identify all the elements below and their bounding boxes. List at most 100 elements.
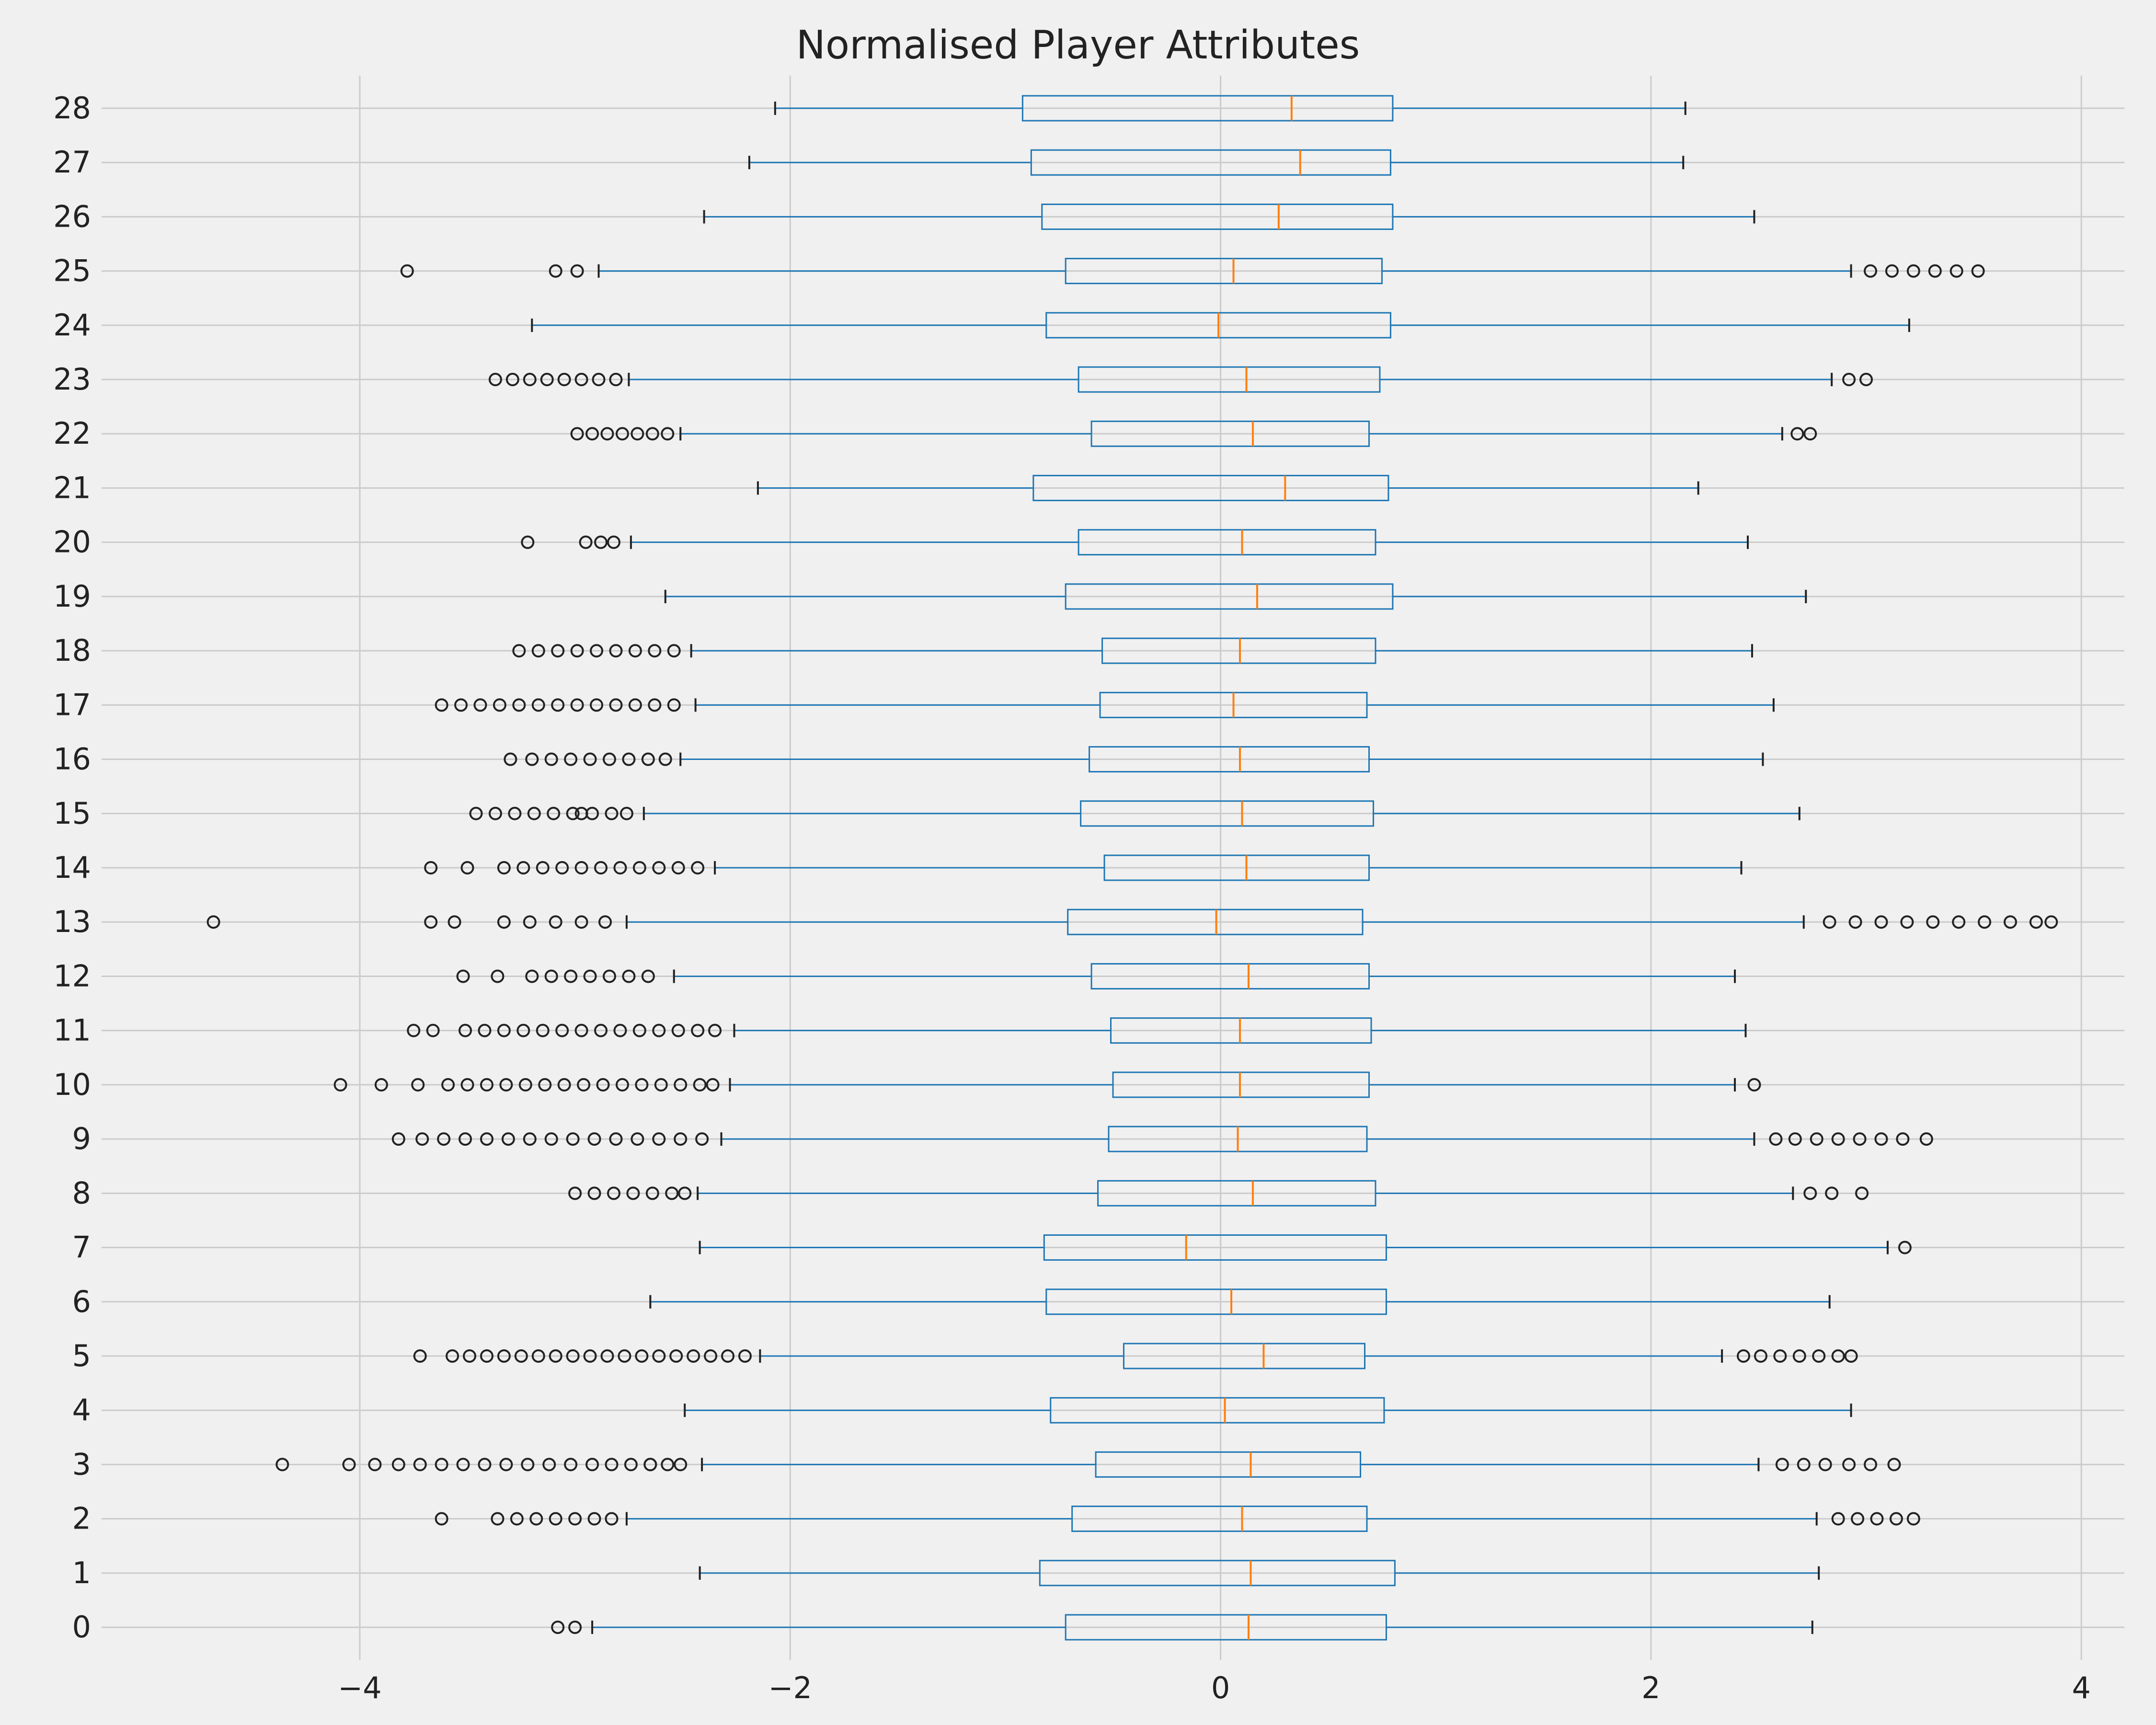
outlier-point — [641, 752, 655, 766]
box-2 — [435, 1506, 1920, 1532]
outlier-point — [531, 1349, 545, 1363]
outlier-point — [342, 1458, 356, 1472]
y-tick-label: 7 — [72, 1230, 91, 1265]
outlier-point — [441, 1078, 455, 1092]
box-iqr — [1090, 420, 1370, 447]
box-iqr — [1045, 1288, 1387, 1315]
outlier-point — [497, 1024, 511, 1037]
box-iqr — [1112, 1071, 1370, 1098]
outlier-point — [538, 1078, 552, 1092]
outlier-point — [1792, 1349, 1806, 1363]
outlier-point — [587, 1132, 601, 1146]
outlier-point — [587, 1512, 601, 1526]
outlier-point — [1848, 915, 1862, 929]
outlier-point — [590, 644, 604, 658]
outlier-point — [544, 1132, 558, 1146]
outlier-point — [605, 806, 619, 820]
outlier-point — [1803, 1186, 1817, 1200]
box-7 — [699, 1234, 1912, 1261]
outlier-point — [1887, 1458, 1901, 1472]
outlier-point — [628, 644, 642, 658]
outlier-point — [1926, 915, 1940, 929]
outlier-point — [643, 1458, 657, 1472]
outlier-point — [456, 969, 470, 983]
outlier-point — [435, 1512, 448, 1526]
outlier-point — [661, 427, 675, 441]
outlier-point — [618, 1349, 631, 1363]
outlier-point — [1823, 915, 1836, 929]
outlier-point — [613, 1024, 627, 1037]
outlier-point — [469, 806, 483, 820]
box-20 — [521, 529, 1749, 556]
outlier-point — [570, 698, 584, 712]
outlier-point — [480, 1078, 493, 1092]
outlier-point — [609, 698, 623, 712]
x-tick-label: −2 — [768, 1670, 812, 1705]
outlier-point — [514, 1349, 528, 1363]
y-tick-label: 21 — [53, 470, 91, 505]
outlier-point — [463, 1349, 477, 1363]
outlier-point — [1896, 1132, 1910, 1146]
outlier-point — [478, 1458, 492, 1472]
outlier-point — [687, 1349, 700, 1363]
box-24 — [531, 312, 1910, 339]
outlier-point — [693, 1078, 707, 1092]
outlier-point — [1874, 915, 1888, 929]
outlier-point — [480, 1349, 493, 1363]
y-tick-label: 8 — [72, 1175, 91, 1210]
y-tick-label: 3 — [72, 1447, 91, 1482]
box-iqr — [1050, 1397, 1385, 1424]
box-3 — [275, 1451, 1901, 1478]
box-14 — [424, 854, 1743, 881]
box-iqr — [1021, 95, 1394, 122]
outlier-point — [598, 915, 612, 929]
box-9 — [391, 1126, 1933, 1152]
y-tick-label: 6 — [72, 1284, 91, 1319]
outlier-point — [1842, 1458, 1856, 1472]
outlier-point — [624, 1458, 638, 1472]
outlier-point — [652, 1349, 666, 1363]
outlier-point — [531, 698, 545, 712]
outlier-point — [497, 861, 511, 874]
outlier-point — [605, 1512, 619, 1526]
outlier-point — [525, 752, 539, 766]
outlier-point — [447, 915, 461, 929]
box-8 — [568, 1180, 1869, 1207]
outlier-point — [551, 644, 565, 658]
outlier-point — [602, 969, 616, 983]
y-tick-label: 26 — [53, 199, 91, 234]
outlier-point — [645, 1186, 659, 1200]
outlier-point — [1928, 264, 1942, 278]
box-iqr — [1030, 149, 1391, 176]
outlier-point — [1831, 1132, 1845, 1146]
outlier-point — [615, 427, 629, 441]
outlier-point — [499, 1078, 513, 1092]
outlier-point — [622, 752, 636, 766]
y-tick-label: 14 — [53, 850, 91, 885]
box-4 — [684, 1397, 1852, 1424]
box-iqr — [1110, 1017, 1372, 1044]
outlier-point — [508, 806, 522, 820]
outlier-point — [635, 1078, 649, 1092]
y-tick-label: 5 — [72, 1338, 91, 1373]
y-tick-label: 10 — [53, 1067, 91, 1102]
outlier-point — [1797, 1458, 1811, 1472]
outlier-point — [549, 264, 562, 278]
outlier-point — [391, 1458, 405, 1472]
outlier-point — [391, 1132, 405, 1146]
outlier-point — [574, 373, 588, 387]
box-22 — [570, 420, 1817, 447]
outlier-point — [594, 861, 608, 874]
outlier-point — [544, 969, 558, 983]
outlier-point — [549, 915, 562, 929]
outlier-point — [585, 427, 599, 441]
outlier-point — [510, 1512, 524, 1526]
outlier-point — [619, 806, 633, 820]
outlier-point — [583, 1349, 597, 1363]
outlier-point — [1754, 1349, 1767, 1363]
outlier-point — [1803, 427, 1817, 441]
outlier-point — [504, 752, 517, 766]
outlier-point — [459, 1024, 472, 1037]
outlier-point — [607, 535, 620, 549]
outlier-point — [1952, 915, 1966, 929]
